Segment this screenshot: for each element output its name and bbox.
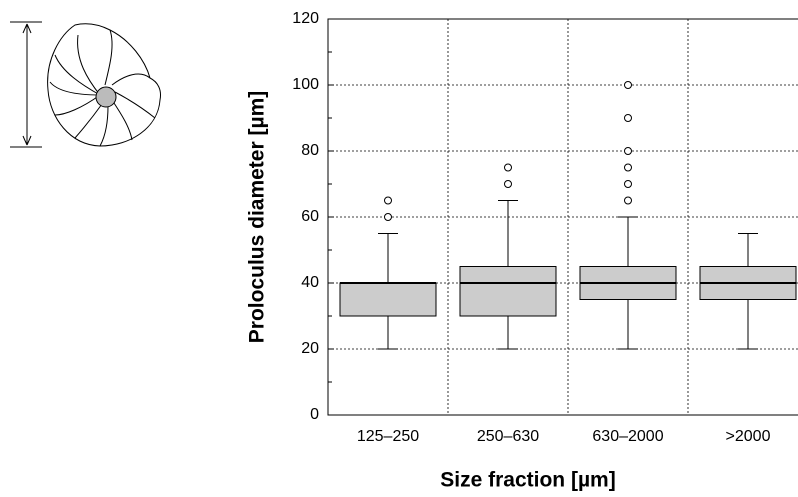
outlier: [624, 180, 632, 188]
outlier: [504, 180, 512, 188]
outlier: [624, 81, 632, 89]
x-tick-label: 125–250: [357, 428, 419, 445]
x-axis-title: Size fraction [µm]: [440, 469, 615, 492]
foraminifera-illustration: [10, 21, 161, 148]
y-tick-label: 120: [292, 10, 319, 27]
outlier: [624, 147, 632, 155]
outlier: [624, 196, 632, 205]
y-tick-label: 60: [301, 208, 319, 225]
y-tick-label: 80: [301, 142, 319, 159]
x-tick-label: >2000: [726, 428, 771, 445]
box: [459, 266, 557, 317]
outlier: [384, 213, 392, 221]
box: [339, 282, 437, 317]
outlier: [624, 163, 632, 172]
y-tick-label: 20: [301, 340, 319, 357]
outlier: [624, 114, 632, 122]
y-tick-label: 0: [310, 406, 319, 423]
x-tick-label: 250–630: [477, 428, 539, 445]
outlier: [504, 163, 512, 172]
y-tick-label: 100: [292, 76, 319, 93]
plot-frame: [327, 18, 798, 416]
outlier: [384, 196, 392, 205]
x-tick-label: 630–2000: [592, 428, 663, 445]
y-axis-title: Proloculus diameter [µm]: [246, 91, 269, 343]
y-tick-label: 40: [301, 274, 319, 291]
